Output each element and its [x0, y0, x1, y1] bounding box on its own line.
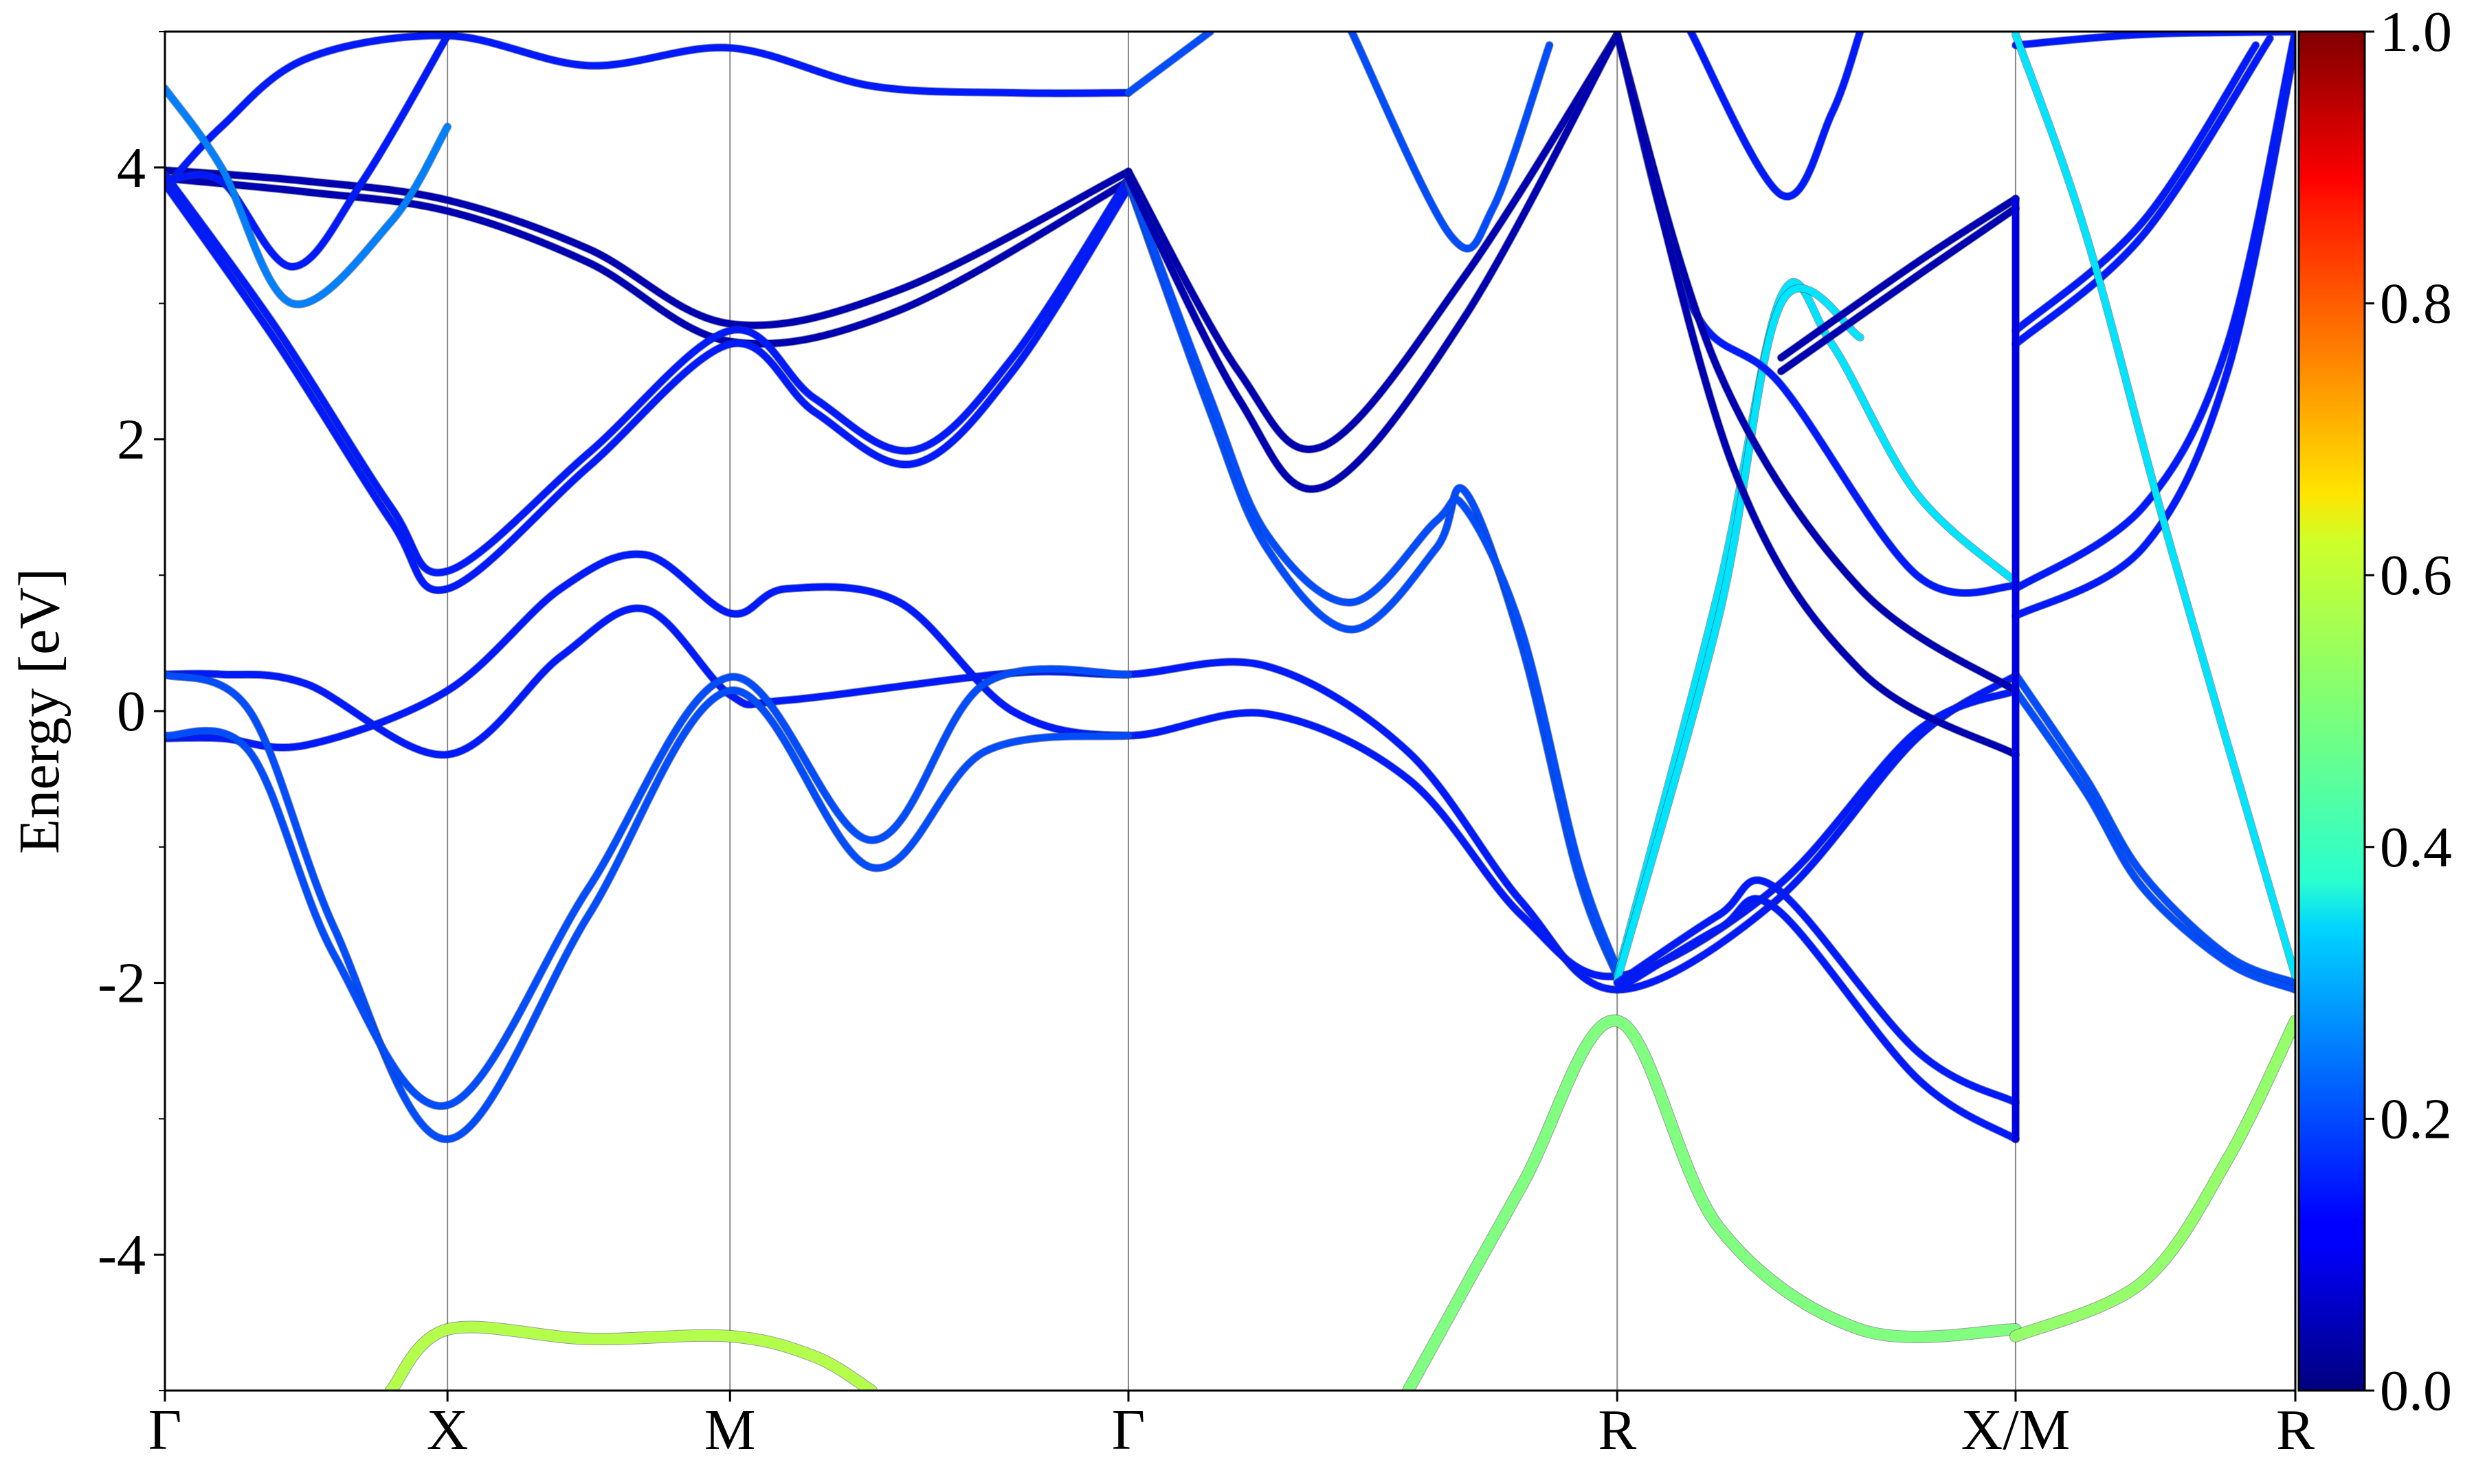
y-axis-ticks: -4 -2 0 2 4 [98, 31, 165, 1391]
band-line [1403, 1015, 2021, 1391]
band-line [1687, 32, 1864, 200]
band-line [2012, 671, 2295, 987]
band-outline [165, 664, 1133, 1110]
band-line [2012, 41, 2260, 335]
band-line [385, 1321, 877, 1391]
band-line [1125, 32, 1214, 96]
band-line [165, 180, 1132, 594]
x-tick-label: X/M [1961, 1398, 2071, 1462]
band-line [165, 605, 2019, 993]
colorbar-tick-label: 0.0 [2380, 1359, 2452, 1423]
y-tick-label: -2 [98, 952, 146, 1015]
band-line [165, 85, 452, 308]
colorbar-tick-label: 0.2 [2380, 1087, 2452, 1151]
y-tick-label: 2 [117, 407, 146, 471]
band-line [1777, 195, 2019, 361]
colorbar-tick-label: 1.0 [2380, 0, 2452, 64]
y-tick-label: -4 [98, 1223, 146, 1287]
x-tick-label: Γ [148, 1398, 182, 1462]
band-line [2012, 34, 2273, 348]
band-outline [2009, 1015, 2295, 1342]
band-line [1348, 32, 1553, 252]
band-line [165, 671, 1132, 1143]
x-tick-label: X [427, 1398, 469, 1462]
x-tick-label: M [704, 1398, 756, 1462]
colorbar-ticks: 0.0 0.2 0.4 0.6 0.8 1.0 [2365, 0, 2452, 1423]
band-line [1614, 278, 2019, 980]
band-line [2012, 687, 2295, 993]
band-line [165, 175, 1132, 348]
x-tick-label: Γ [1112, 1398, 1146, 1462]
band-line [2012, 41, 2295, 620]
band-line [2012, 32, 2295, 592]
band-line [1614, 284, 1864, 984]
band-line [1614, 32, 2019, 758]
band-line [165, 32, 452, 271]
band-outline [1613, 278, 2020, 980]
band-line [1125, 32, 1621, 493]
band-line [165, 166, 1132, 329]
band-line [2010, 1015, 2295, 1342]
band-outline [165, 85, 452, 308]
band-line [2012, 32, 2295, 980]
band-line [165, 665, 1132, 1110]
x-tick-label: R [2276, 1398, 2315, 1462]
colorbar-tick-label: 0.6 [2380, 543, 2452, 607]
band-line [1777, 205, 2019, 375]
band-line [1614, 895, 2019, 1143]
band-line [165, 170, 1132, 576]
band-lines [165, 32, 2295, 1391]
band-line [1614, 877, 2019, 1106]
band-line [165, 32, 1132, 192]
band-outline [1613, 876, 2020, 1107]
colorbar-tick-label: 0.8 [2380, 272, 2452, 336]
colorbar-tick-label: 0.4 [2380, 816, 2452, 879]
band-outline [2011, 41, 2260, 335]
band-line [1125, 32, 1621, 453]
band-outline [1124, 177, 1622, 974]
band-outline [1124, 32, 1622, 493]
colorbar [2297, 30, 2366, 1392]
x-tick-label: R [1598, 1398, 1636, 1462]
y-axis-label: Energy [eV] [8, 568, 71, 854]
x-axis-ticks: Γ X M Γ R X/M R [148, 1391, 2315, 1462]
y-tick-label: 4 [117, 136, 146, 200]
y-tick-label: 0 [117, 679, 146, 743]
band-line [1125, 177, 1621, 973]
